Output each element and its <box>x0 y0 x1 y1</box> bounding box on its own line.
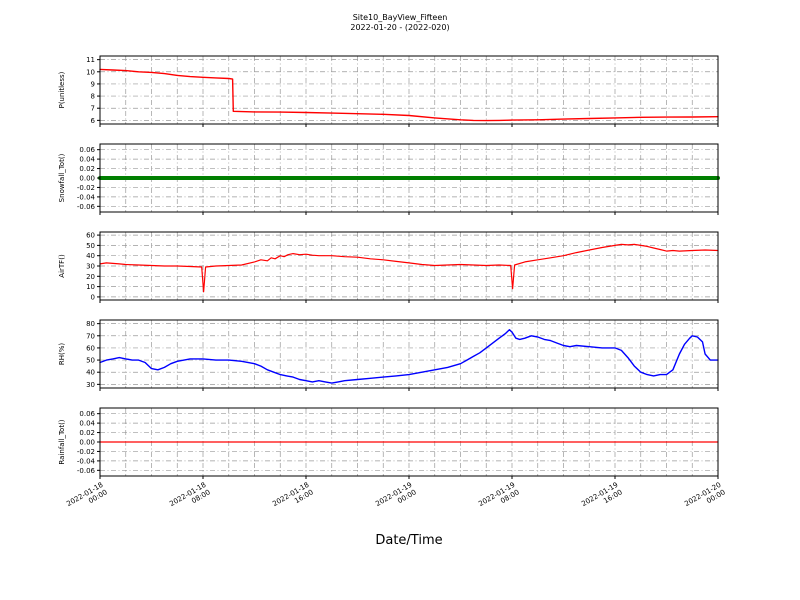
svg-text:0.02: 0.02 <box>79 429 95 437</box>
svg-text:11: 11 <box>86 56 95 64</box>
svg-text:0.00: 0.00 <box>79 175 95 183</box>
svg-text:8: 8 <box>91 93 95 101</box>
y-tick-labels: -0.06 -0.04-0.020.00 0.020.04 0.06 <box>77 146 100 211</box>
svg-text:0.00: 0.00 <box>79 439 95 447</box>
x-tick-label: 2022-01-1916:00 <box>580 481 623 516</box>
svg-text:-0.02: -0.02 <box>77 184 95 192</box>
svg-text:10: 10 <box>86 283 95 291</box>
y-axis-title: Snowfall_Tot() <box>58 153 66 202</box>
y-tick-labels: -0.06 -0.04-0.020.00 0.020.04 0.06 <box>77 410 100 475</box>
y-tick-labels: 6 7 8 9 10 11 <box>86 56 100 125</box>
subplot-p: 6 7 8 9 10 11 P(unitless) <box>58 55 719 127</box>
svg-text:50: 50 <box>86 357 95 365</box>
x-tick-label: 2022-01-2000:00 <box>683 481 726 516</box>
svg-text:6: 6 <box>91 117 96 125</box>
svg-text:9: 9 <box>91 80 95 88</box>
svg-text:0: 0 <box>91 293 95 301</box>
plot-title: Site10_BayView_Fifteen <box>352 13 448 22</box>
svg-text:30: 30 <box>86 263 95 271</box>
series-p <box>99 68 719 122</box>
svg-text:-0.06: -0.06 <box>77 203 96 211</box>
y-axis-title: Rainfall_Tot() <box>58 419 66 464</box>
y-axis-title: AirTF() <box>58 254 66 278</box>
x-tick-label: 2022-01-1908:00 <box>477 481 520 516</box>
y-axis-title: RH(%) <box>58 343 66 366</box>
subplot-rainfall: -0.06 -0.04-0.020.00 0.020.04 0.06 Rainfall_… <box>58 407 719 479</box>
svg-text:0.06: 0.06 <box>79 410 95 418</box>
svg-text:10: 10 <box>86 68 95 76</box>
svg-text:60: 60 <box>86 232 95 240</box>
subplot-snowfall: -0.06 -0.04-0.020.00 0.020.04 0.06 Snowfall_… <box>58 143 720 215</box>
x-tick-label: 2022-01-1808:00 <box>168 481 211 516</box>
subplot-airtf: 0 10 20 30 40 50 60 AirTF() <box>58 231 719 303</box>
x-tick-label: 2022-01-1800:00 <box>65 481 108 516</box>
svg-text:70: 70 <box>86 332 95 340</box>
svg-text:0.04: 0.04 <box>79 156 95 164</box>
svg-text:20: 20 <box>86 273 95 281</box>
plot-subtitle: 2022-01-20 - (2022-020) <box>350 23 450 32</box>
svg-text:40: 40 <box>86 369 95 377</box>
x-axis-label: Date/Time <box>375 533 443 548</box>
y-tick-labels: 0 10 20 30 40 50 60 <box>86 232 100 301</box>
svg-text:-0.02: -0.02 <box>77 448 95 456</box>
svg-text:7: 7 <box>91 105 95 113</box>
svg-text:50: 50 <box>86 242 95 250</box>
svg-text:30: 30 <box>86 381 95 389</box>
grid-lines <box>100 408 718 476</box>
y-axis-title: P(unitless) <box>58 71 66 108</box>
svg-text:60: 60 <box>86 344 95 352</box>
grid-lines <box>100 320 718 388</box>
series-rh <box>99 329 719 384</box>
svg-text:-0.04: -0.04 <box>77 193 96 201</box>
series-airtf <box>99 243 719 293</box>
svg-text:0.06: 0.06 <box>79 146 95 154</box>
svg-text:80: 80 <box>86 320 95 328</box>
x-tick-label: 2022-01-1900:00 <box>374 481 417 516</box>
grid-lines <box>100 232 718 300</box>
y-tick-labels: 30 40 50 60 70 80 <box>86 320 100 389</box>
svg-text:0.02: 0.02 <box>79 165 95 173</box>
x-tick-labels: 2022-01-1800:00 2022-01-1808:00 2022-01-18… <box>65 481 726 516</box>
svg-text:-0.04: -0.04 <box>77 457 96 465</box>
grid-lines <box>100 56 718 124</box>
svg-text:40: 40 <box>86 252 95 260</box>
subplot-rh: 30 40 50 60 70 80 RH(%) <box>58 319 719 391</box>
svg-text:-0.06: -0.06 <box>77 467 96 475</box>
x-tick-label: 2022-01-1816:00 <box>271 481 314 516</box>
svg-text:0.04: 0.04 <box>79 420 95 428</box>
